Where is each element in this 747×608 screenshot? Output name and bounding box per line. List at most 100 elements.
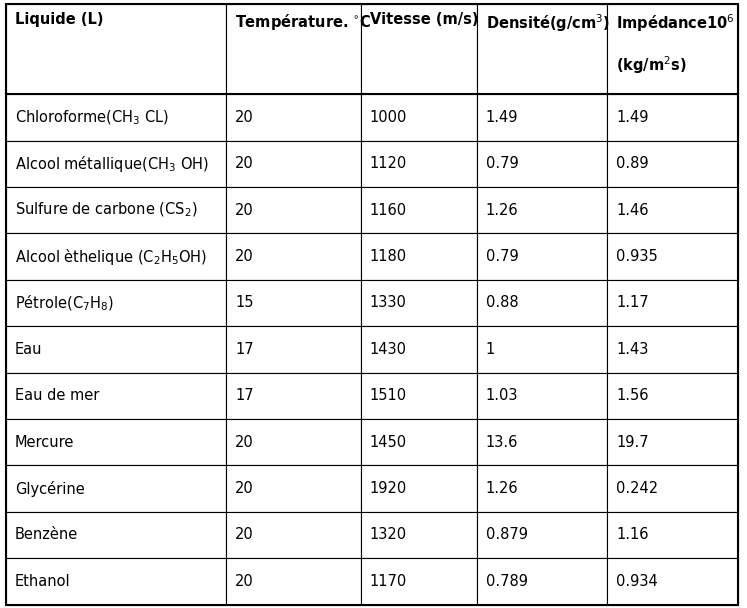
Text: 15: 15 — [235, 295, 254, 311]
Text: 1920: 1920 — [370, 481, 407, 496]
Bar — [226, 465, 361, 512]
Text: 1.17: 1.17 — [616, 295, 649, 311]
Text: 17: 17 — [235, 389, 254, 403]
Bar — [607, 558, 738, 604]
Text: 1170: 1170 — [370, 574, 407, 589]
Bar — [607, 419, 738, 465]
Bar — [477, 465, 607, 512]
Text: Pétrole(C$_7$H$_8$): Pétrole(C$_7$H$_8$) — [15, 293, 114, 313]
Bar — [361, 4, 477, 94]
Bar — [361, 187, 477, 233]
Bar — [361, 558, 477, 604]
Bar — [226, 187, 361, 233]
Bar — [226, 94, 361, 140]
Text: 0.79: 0.79 — [486, 156, 518, 171]
Text: Température. $^{\circ}$C: Température. $^{\circ}$C — [235, 12, 372, 32]
Text: 1.43: 1.43 — [616, 342, 648, 357]
Text: 0.88: 0.88 — [486, 295, 518, 311]
Text: 1.46: 1.46 — [616, 202, 649, 218]
Text: 1.26: 1.26 — [486, 202, 518, 218]
Bar — [607, 233, 738, 280]
Text: Benzène: Benzène — [15, 528, 78, 542]
Bar — [361, 465, 477, 512]
Bar — [607, 187, 738, 233]
Bar — [6, 465, 226, 512]
Text: Impédance10$^6$: Impédance10$^6$ — [616, 12, 735, 34]
Text: 20: 20 — [235, 156, 254, 171]
Text: Mercure: Mercure — [15, 435, 74, 450]
Bar — [477, 233, 607, 280]
Bar — [477, 187, 607, 233]
Text: 1.16: 1.16 — [616, 528, 649, 542]
Text: 0.879: 0.879 — [486, 528, 527, 542]
Bar — [477, 558, 607, 604]
Bar — [226, 373, 361, 419]
Bar — [6, 140, 226, 187]
Bar — [226, 233, 361, 280]
Bar — [477, 4, 607, 94]
Text: 0.934: 0.934 — [616, 574, 658, 589]
Bar — [477, 280, 607, 326]
Bar — [6, 233, 226, 280]
Bar — [477, 419, 607, 465]
Text: Alcool èthelique (C$_2$H$_5$OH): Alcool èthelique (C$_2$H$_5$OH) — [15, 247, 207, 266]
Text: 1330: 1330 — [370, 295, 406, 311]
Text: 0.935: 0.935 — [616, 249, 658, 264]
Bar — [6, 558, 226, 604]
Text: 20: 20 — [235, 249, 254, 264]
Bar — [607, 373, 738, 419]
Bar — [6, 4, 226, 94]
Text: Eau de mer: Eau de mer — [15, 389, 99, 403]
Text: 19.7: 19.7 — [616, 435, 649, 450]
Text: 20: 20 — [235, 435, 254, 450]
Text: 0.242: 0.242 — [616, 481, 658, 496]
Text: 1160: 1160 — [370, 202, 407, 218]
Bar — [361, 373, 477, 419]
Text: 1450: 1450 — [370, 435, 407, 450]
Text: 1180: 1180 — [370, 249, 407, 264]
Text: 13.6: 13.6 — [486, 435, 518, 450]
Text: 1.03: 1.03 — [486, 389, 518, 403]
Text: 1120: 1120 — [370, 156, 407, 171]
Bar — [6, 419, 226, 465]
Bar — [226, 512, 361, 558]
Text: 1430: 1430 — [370, 342, 407, 357]
Text: Vitesse (m/s): Vitesse (m/s) — [370, 12, 478, 27]
Text: 1.26: 1.26 — [486, 481, 518, 496]
Bar — [607, 280, 738, 326]
Bar — [226, 326, 361, 373]
Text: 0.89: 0.89 — [616, 156, 649, 171]
Bar — [226, 4, 361, 94]
Bar — [477, 373, 607, 419]
Text: 1.49: 1.49 — [486, 110, 518, 125]
Text: 20: 20 — [235, 574, 254, 589]
Text: 20: 20 — [235, 110, 254, 125]
Text: 1: 1 — [486, 342, 495, 357]
Bar — [477, 326, 607, 373]
Bar — [477, 94, 607, 140]
Text: Eau: Eau — [15, 342, 43, 357]
Text: Glycérine: Glycérine — [15, 480, 84, 497]
Bar — [226, 558, 361, 604]
Text: 1320: 1320 — [370, 528, 407, 542]
Bar — [607, 4, 738, 94]
Bar — [361, 280, 477, 326]
Bar — [607, 94, 738, 140]
Text: 20: 20 — [235, 528, 254, 542]
Bar — [6, 187, 226, 233]
Text: Sulfure de carbone (CS$_2$): Sulfure de carbone (CS$_2$) — [15, 201, 197, 219]
Bar — [477, 140, 607, 187]
Text: 1510: 1510 — [370, 389, 407, 403]
Text: 1.49: 1.49 — [616, 110, 649, 125]
Bar — [6, 326, 226, 373]
Bar — [6, 94, 226, 140]
Text: 1000: 1000 — [370, 110, 407, 125]
Bar — [6, 280, 226, 326]
Text: 0.79: 0.79 — [486, 249, 518, 264]
Bar — [477, 512, 607, 558]
Text: 0.789: 0.789 — [486, 574, 527, 589]
Text: Ethanol: Ethanol — [15, 574, 70, 589]
Text: Alcool métallique(CH$_3$ OH): Alcool métallique(CH$_3$ OH) — [15, 154, 209, 174]
Bar — [361, 512, 477, 558]
Text: 17: 17 — [235, 342, 254, 357]
